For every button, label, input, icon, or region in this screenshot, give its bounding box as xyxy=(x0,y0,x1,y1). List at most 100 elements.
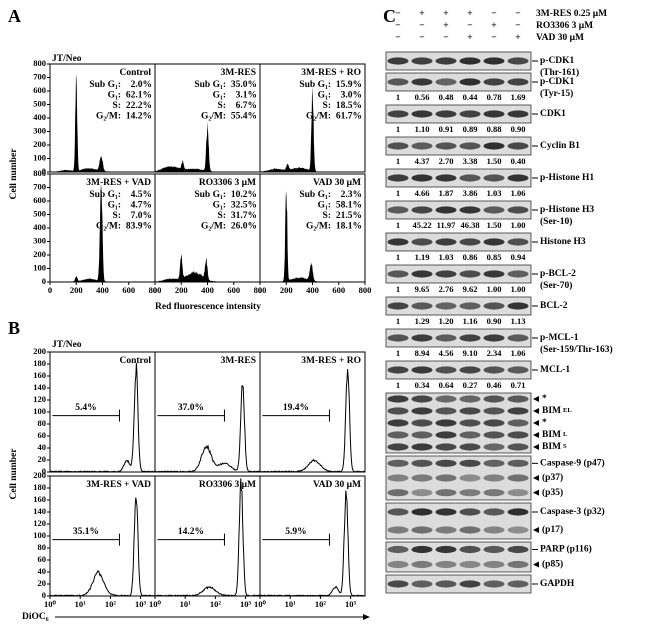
quant-value: 0.94 xyxy=(511,252,527,262)
blot-band xyxy=(435,474,457,482)
blot-label: BCL-2 xyxy=(540,301,568,311)
blot-strip xyxy=(385,136,532,156)
blot-band xyxy=(411,560,433,569)
blot-band xyxy=(507,206,529,214)
y-tick-label: 200 xyxy=(33,346,46,356)
blot-band xyxy=(459,366,481,374)
blot-band xyxy=(387,206,409,214)
blot-band xyxy=(387,238,409,246)
blot-band xyxy=(483,110,505,118)
phase-label: Sub G₁: xyxy=(194,80,226,90)
x-tick-label: 10⁰ xyxy=(149,599,162,609)
phase-percentage: 2.3% xyxy=(341,190,362,200)
quant-value: 0.27 xyxy=(463,380,479,390)
phase-percentage: 58.1% xyxy=(336,201,362,211)
y-tick-label: 160 xyxy=(33,370,46,380)
plot-title: 3M-RES + RO xyxy=(301,68,361,78)
cell-line: JT/Neo xyxy=(52,340,82,350)
quant-value: 9.10 xyxy=(463,348,478,358)
gate-percentage: 5.4% xyxy=(75,403,96,413)
band-label-sub: EL xyxy=(563,407,572,414)
y-tick-label: 100 xyxy=(33,530,46,540)
phase-label: G₂/M: xyxy=(96,112,121,122)
blot-label: CDK1 xyxy=(540,109,566,119)
blot-band xyxy=(387,334,409,342)
x-tick-label: 10³ xyxy=(345,599,357,609)
blot-band xyxy=(459,407,481,415)
quant-value: 0.78 xyxy=(487,92,502,102)
treatment-sign: − xyxy=(419,33,424,43)
quant-value: 46.38 xyxy=(460,220,479,230)
phase-percentage: 15.9% xyxy=(336,80,362,90)
blot-band xyxy=(483,366,505,374)
blot-band xyxy=(483,238,505,246)
phase-label: Sub G₁: xyxy=(89,190,121,200)
blot-band xyxy=(411,110,433,118)
band-label: (p17) xyxy=(542,524,563,535)
phase-percentage: 14.2% xyxy=(126,112,152,122)
phase-label: G₂/M: xyxy=(201,112,226,122)
blot-band xyxy=(459,78,481,86)
y-tick-label: 700 xyxy=(33,71,46,81)
blot-label-detail: (Ser-159/Thr-163) xyxy=(540,344,613,355)
phase-label: G₁: xyxy=(318,91,331,101)
blot-band xyxy=(411,407,433,415)
blot-band xyxy=(387,443,409,451)
blot-label: p-CDK1 xyxy=(540,56,575,66)
x-axis-label: DiOC₆ xyxy=(22,612,49,622)
quant-value: 8.94 xyxy=(415,348,431,358)
blot-band xyxy=(483,560,505,569)
plot-title: 3M-RES + VAD xyxy=(86,480,151,490)
blot-strip xyxy=(385,328,532,348)
blot-band xyxy=(483,78,505,86)
blot-label: p-MCL-1 xyxy=(540,333,579,343)
gate-percentage: 5.9% xyxy=(285,527,306,537)
blot-band xyxy=(411,366,433,374)
blot-band xyxy=(387,431,409,439)
y-tick-label: 500 xyxy=(33,98,46,108)
phase-percentage: 4.5% xyxy=(131,190,152,200)
quant-value: 0.34 xyxy=(415,380,431,390)
blot-band xyxy=(459,270,481,278)
blot-strip xyxy=(385,360,532,380)
treatment-sign: − xyxy=(491,33,496,43)
x-tick-label: 10³ xyxy=(135,599,147,609)
blot-band xyxy=(483,443,505,451)
histogram-curve xyxy=(154,384,260,473)
blot-band xyxy=(459,560,481,569)
phase-percentage: 18.5% xyxy=(336,101,362,111)
blot-band xyxy=(411,545,433,554)
quant-value: 1 xyxy=(396,188,400,198)
x-tick-label: 600 xyxy=(332,285,345,295)
treatment-name: RO3306 3 μM xyxy=(536,21,593,31)
quant-value: 1.00 xyxy=(511,284,526,294)
y-tick-label: 600 xyxy=(33,85,46,95)
blot-band xyxy=(507,270,529,278)
quant-value: 0.91 xyxy=(439,124,454,134)
y-tick-label: 100 xyxy=(33,152,46,162)
treatment-name: 3M-RES 0.25 μM xyxy=(536,9,607,19)
phase-label: G₁: xyxy=(318,201,331,211)
quant-value: 1.13 xyxy=(511,316,526,326)
plot-title: Control xyxy=(120,68,152,78)
blot-band xyxy=(483,407,505,415)
blot-strip xyxy=(385,168,532,188)
blot-band xyxy=(435,545,457,554)
blot-band xyxy=(483,334,505,342)
quant-value: 0.88 xyxy=(487,124,502,134)
gate-percentage: 35.1% xyxy=(73,527,99,537)
band-label: BIM EL xyxy=(542,406,572,416)
phase-percentage: 3.1% xyxy=(236,91,257,101)
blot-band xyxy=(435,366,457,374)
histogram-curve xyxy=(154,478,260,597)
band-arrow xyxy=(533,527,539,533)
panel-label: B xyxy=(8,318,20,338)
blot-band xyxy=(459,174,481,182)
treatment-sign: − xyxy=(467,21,472,31)
blot-band xyxy=(459,431,481,439)
y-tick-label: 500 xyxy=(33,208,46,218)
blot-band xyxy=(483,395,505,403)
blot-band xyxy=(387,142,409,150)
blot-band xyxy=(507,334,529,342)
blot-band xyxy=(507,474,529,482)
